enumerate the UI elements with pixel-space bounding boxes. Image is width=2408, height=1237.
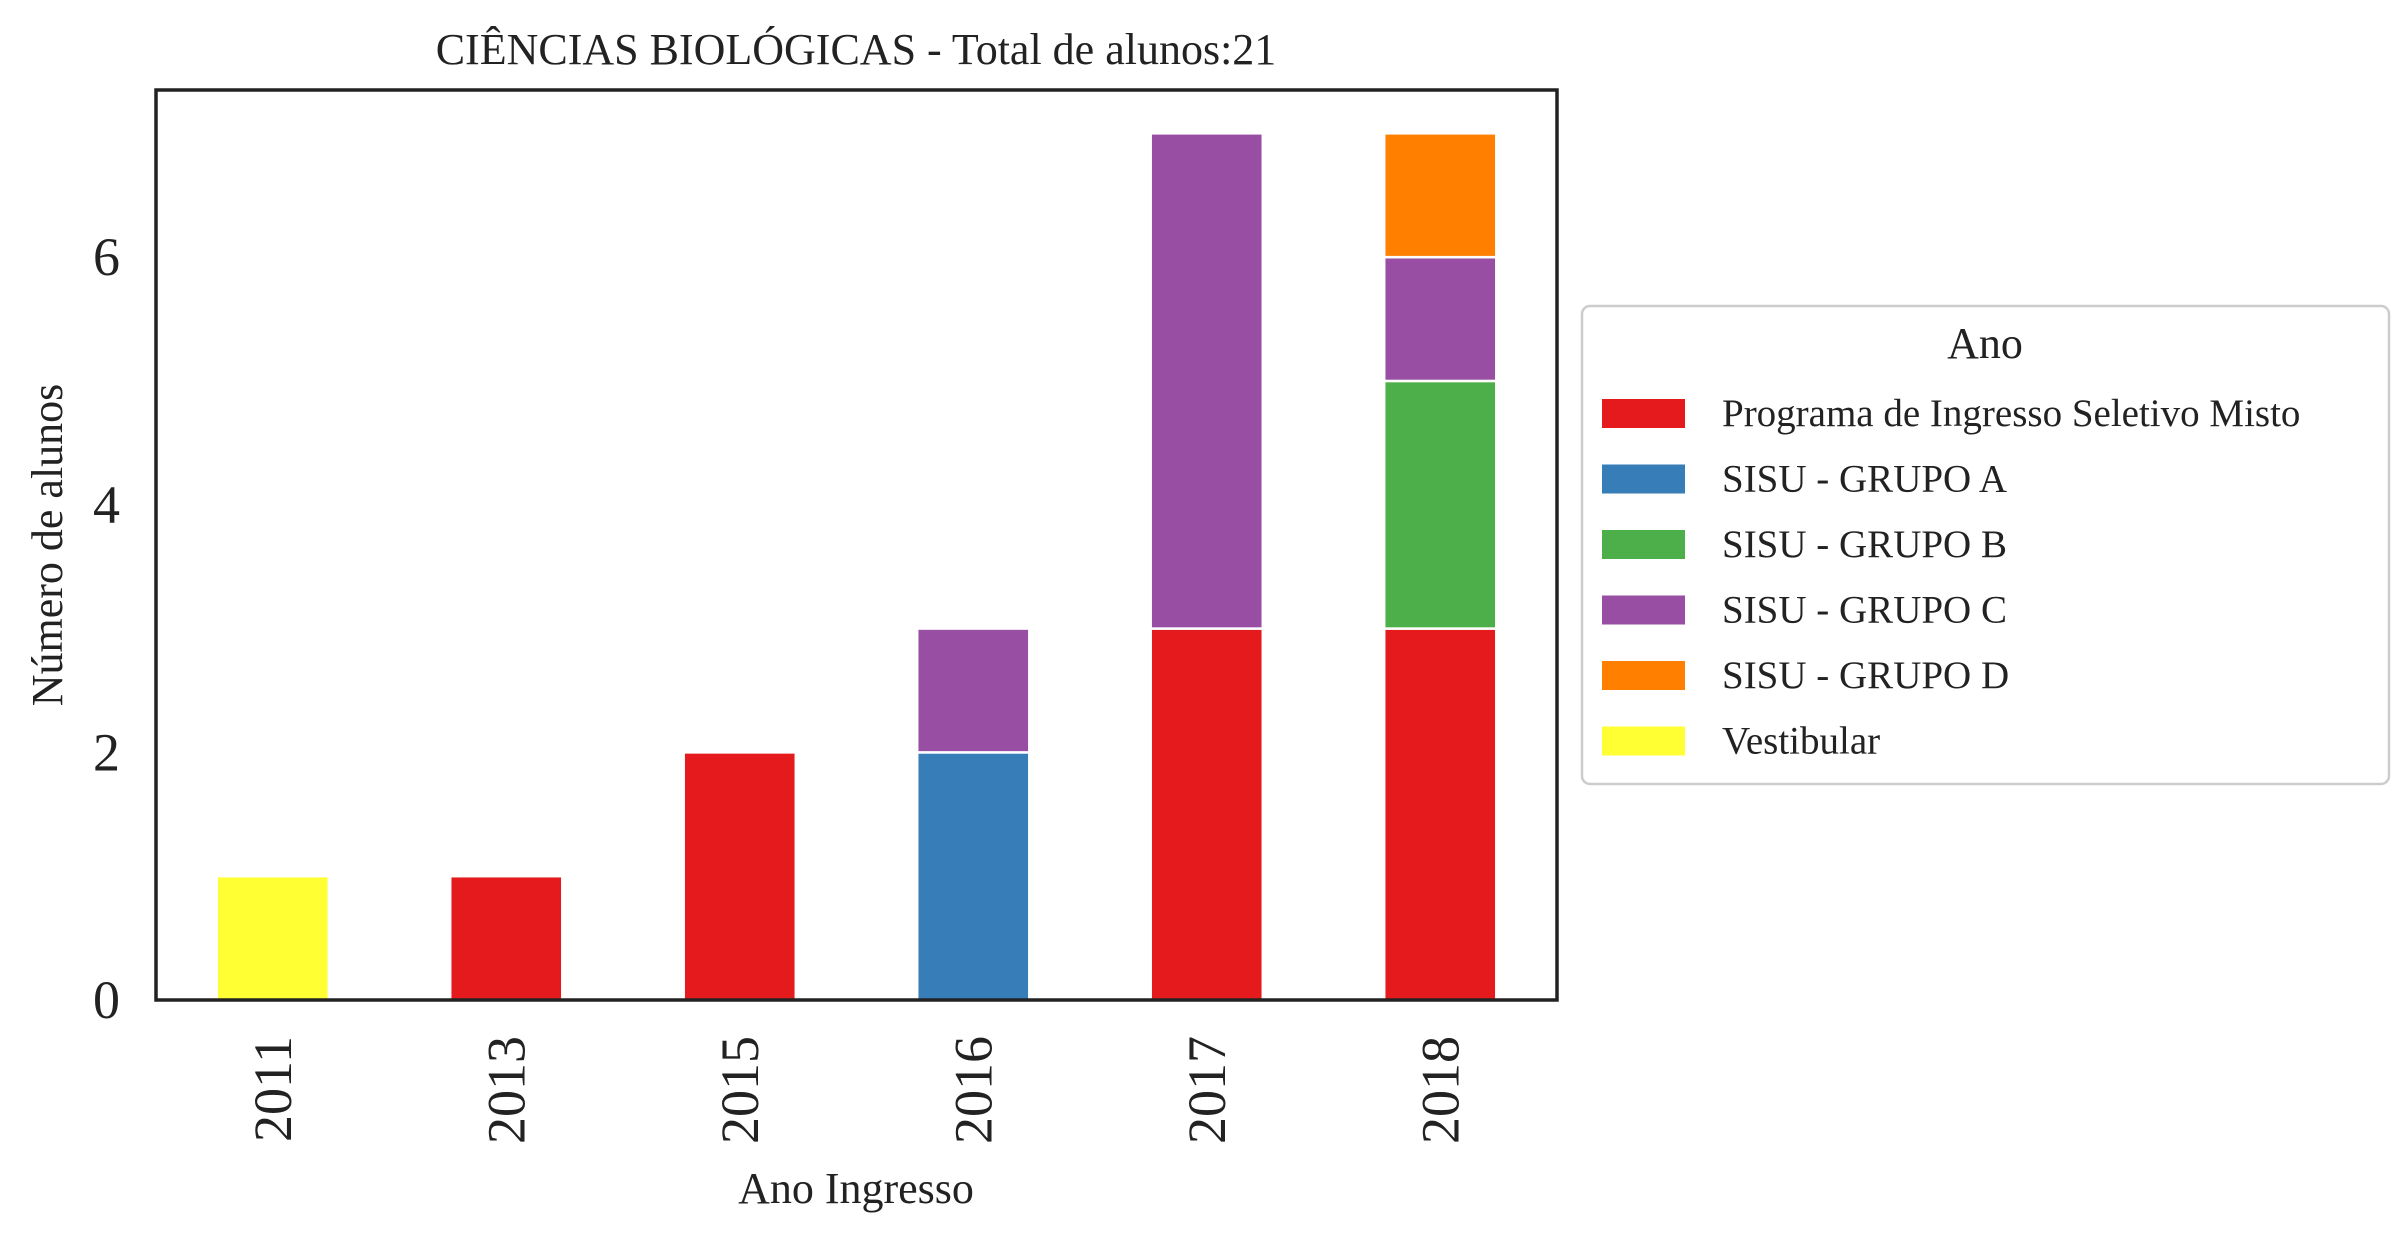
y-tick-label: 4: [93, 475, 120, 535]
legend-label: Vestibular: [1722, 720, 1880, 763]
bar-2018-series-0: [1382, 627, 1498, 1002]
legend-label: Programa de Ingresso Seletivo Misto: [1722, 392, 2300, 435]
y-axis-label: Número de alunos: [23, 384, 72, 707]
legend-title: Ano: [1947, 319, 2023, 368]
plot-frame: [154, 88, 1559, 1002]
bar-2018-series-4: [1382, 132, 1498, 259]
legend-label: SISU - GRUPO A: [1722, 458, 2007, 501]
legend-frame: [1580, 304, 2391, 786]
x-axis-ticks: 2011 2013 2015 2016 2017 2018: [243, 1036, 1471, 1144]
bar-2017-series-0: [1149, 627, 1265, 1002]
legend-label: SISU - GRUPO D: [1722, 654, 2009, 697]
bar-2016-series-3: [915, 627, 1031, 754]
chart-title: CIÊNCIAS BIOLÓGICAS - Total de alunos:21: [436, 25, 1277, 74]
x-tick-label: 2016: [943, 1036, 1003, 1144]
x-axis-label: Ano Ingresso: [738, 1164, 974, 1213]
bar-2018-series-3: [1382, 255, 1498, 383]
bar-2018-series-2: [1382, 379, 1498, 630]
legend-swatch: [1602, 661, 1685, 690]
x-tick-label: 2018: [1410, 1036, 1470, 1144]
y-tick-label: 2: [93, 722, 120, 782]
bar-2013-series-0: [448, 874, 564, 1002]
legend: Ano Programa de Ingresso Seletivo Misto S…: [1580, 304, 2391, 786]
x-tick-label: 2017: [1177, 1036, 1237, 1144]
x-tick-label: 2013: [476, 1036, 536, 1144]
bar-2011-series-5: [215, 874, 331, 1002]
bar-2017-series-3: [1149, 132, 1265, 630]
y-tick-label: 0: [93, 970, 120, 1030]
legend-swatch: [1602, 530, 1685, 559]
y-axis-ticks: 0 2 4 6: [93, 227, 120, 1030]
legend-swatch: [1602, 595, 1685, 625]
y-tick-label: 6: [93, 227, 120, 287]
legend-items: Programa de Ingresso Seletivo Misto SISU …: [1602, 392, 2300, 763]
legend-label: SISU - GRUPO B: [1722, 523, 2007, 566]
x-tick-label: 2011: [243, 1036, 303, 1142]
legend-swatch: [1602, 399, 1685, 428]
x-tick-label: 2015: [710, 1036, 770, 1144]
bars-layer: [215, 132, 1498, 1002]
bar-2016-series-1: [915, 751, 1031, 1002]
legend-swatch: [1602, 726, 1685, 756]
legend-label: SISU - GRUPO C: [1722, 589, 2007, 632]
bar-2015-series-0: [682, 751, 798, 1002]
legend-swatch: [1602, 464, 1685, 494]
